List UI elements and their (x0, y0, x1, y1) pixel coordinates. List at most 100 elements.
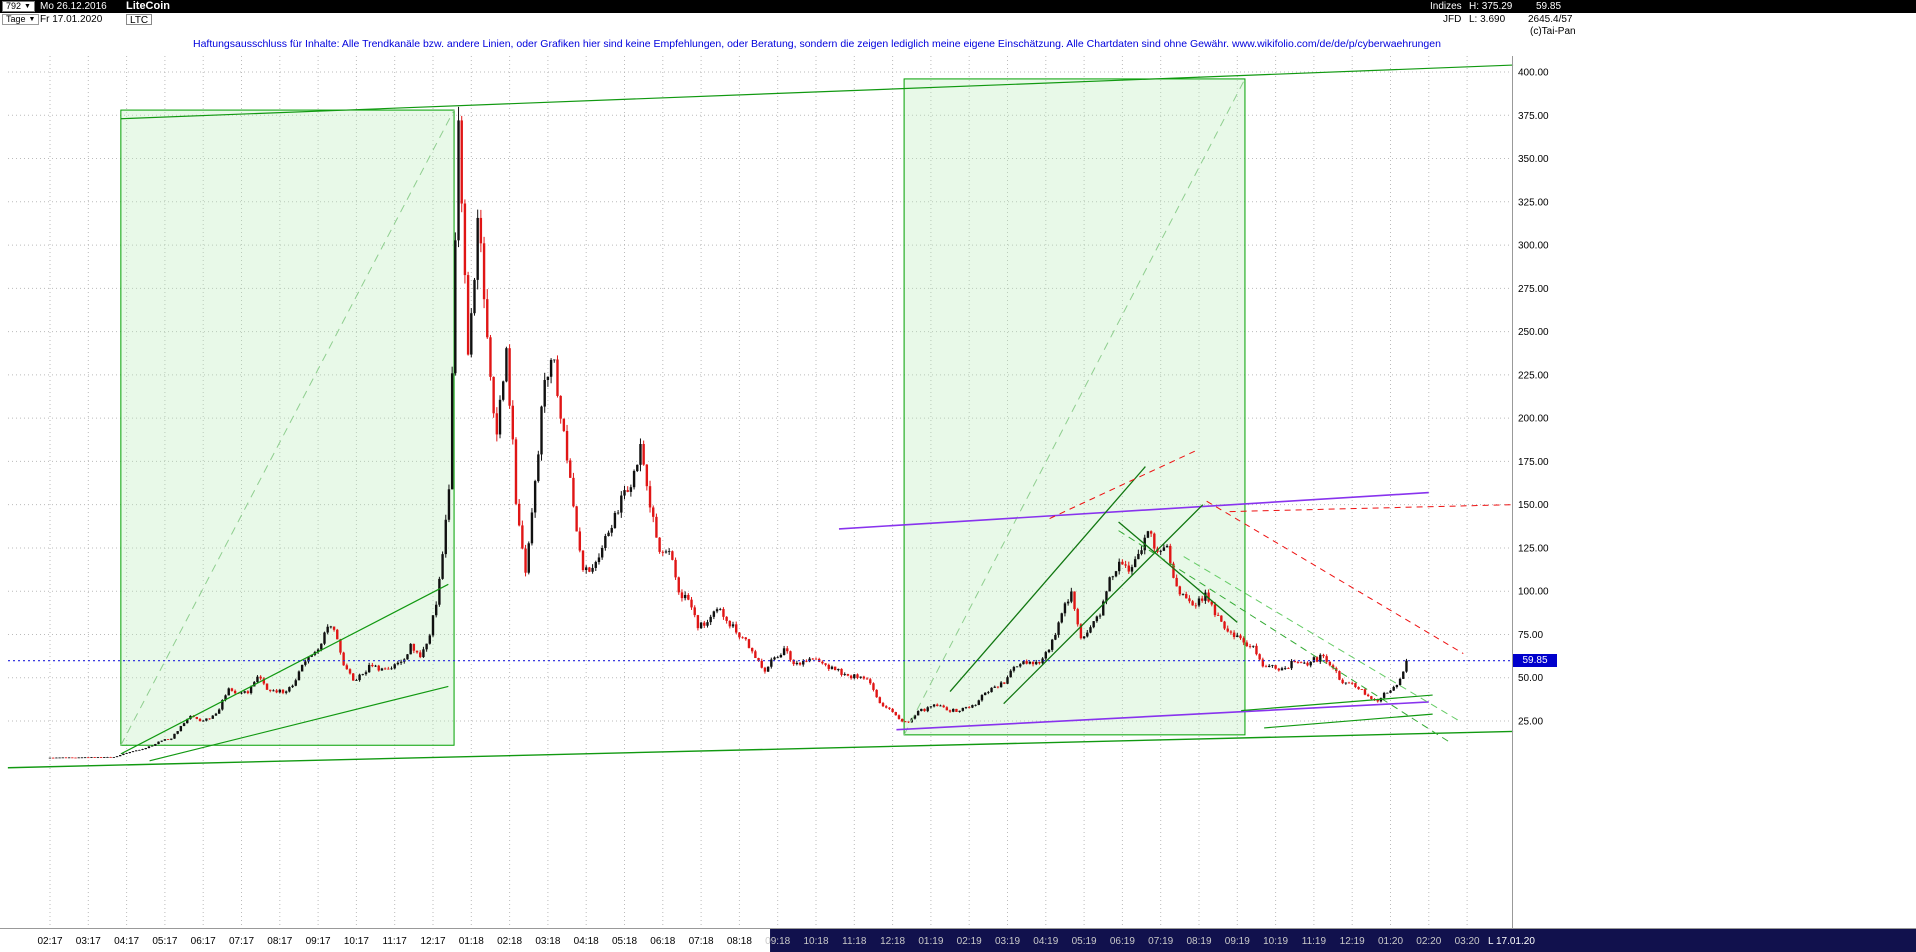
candle-body (64, 757, 68, 759)
x-axis-label: 09:17 (306, 936, 331, 947)
candle-body (875, 689, 878, 698)
candle-body (802, 660, 805, 665)
price-axis-label: 275.00 (1518, 284, 1549, 295)
candle-body (1146, 531, 1150, 538)
box-2019-diagonal[interactable] (903, 78, 1246, 736)
down-dashed-green-a[interactable] (1118, 530, 1453, 744)
candle-body (93, 757, 96, 758)
candle-body (186, 719, 189, 724)
uptrend-2017-b[interactable] (149, 685, 449, 762)
candle-body (744, 637, 747, 640)
candle-body (776, 657, 779, 659)
chevron-down-icon: ▼ (28, 16, 36, 23)
candle-body (396, 662, 400, 665)
candle-body (425, 643, 428, 650)
price-axis-label: 175.00 (1518, 457, 1549, 468)
base-rising-b[interactable] (1264, 713, 1433, 729)
candle-body (96, 757, 100, 759)
x-axis-label: 11:17 (383, 936, 408, 947)
uptrend-2019-a[interactable] (949, 466, 1146, 693)
candle-body (795, 662, 799, 665)
uptrend-2017-a[interactable] (120, 583, 449, 755)
candle-body (945, 707, 949, 711)
candle-body (361, 674, 364, 675)
candle-body (1178, 586, 1182, 595)
chart-canvas[interactable] (0, 52, 1916, 929)
x-axis-label: 02:17 (37, 936, 62, 947)
candle-body (364, 672, 368, 675)
candle-body (83, 757, 87, 759)
candle-body (147, 746, 151, 749)
candle-body (936, 704, 939, 707)
candle-body (173, 733, 176, 739)
candle-body (629, 487, 633, 492)
candle-body (320, 643, 323, 650)
candle-body (1066, 601, 1070, 604)
grid (8, 56, 1512, 928)
candle-body (581, 550, 585, 570)
candle-body (1019, 664, 1022, 667)
x-axis-label: 07:18 (689, 936, 714, 947)
candle-body (671, 551, 674, 560)
candle-body (345, 665, 349, 670)
candle-body (339, 639, 342, 653)
candle-body (380, 668, 384, 671)
long-term-support-line[interactable] (7, 730, 1514, 769)
x-axis-label: 04:18 (574, 936, 599, 947)
candle-body (1079, 624, 1083, 639)
candle-body (808, 658, 811, 662)
red-dashed-horizontal[interactable] (1229, 504, 1514, 513)
candle-body (1376, 699, 1379, 702)
candle-body (323, 632, 326, 644)
candle-body (1188, 598, 1191, 602)
candle-body (1370, 696, 1373, 699)
x-axis-label: 07:17 (229, 936, 254, 947)
candle-body (329, 626, 333, 628)
long-term-resistance-line[interactable] (120, 64, 1514, 120)
red-dashed-falling[interactable] (1206, 500, 1464, 654)
candle-body (517, 503, 521, 526)
chart-end-date: Fr 17.01.2020 (40, 14, 103, 25)
candle-body (415, 650, 419, 653)
timeframe-dropdown[interactable]: Tage ▼ (2, 14, 40, 25)
candle-body (166, 739, 170, 741)
bars-count-dropdown[interactable]: 792 ▼ (2, 1, 35, 12)
candle-body (1207, 592, 1210, 602)
candle-body (307, 656, 310, 662)
broker-label: JFD (1443, 14, 1462, 25)
candle-body (1153, 533, 1156, 549)
symbol-label: LTC (126, 14, 153, 26)
uptrend-2019-b[interactable] (1003, 504, 1204, 705)
red-dashed-rising[interactable] (1049, 450, 1196, 519)
candle-body (131, 751, 135, 753)
candle-body (916, 711, 920, 716)
x-axis-selection[interactable] (770, 929, 1916, 952)
downtrend-2019[interactable] (1118, 521, 1238, 623)
base-rising-a[interactable] (1241, 694, 1433, 712)
candle-body (1044, 652, 1047, 659)
candle-body (1274, 665, 1277, 669)
candle-body (811, 658, 815, 660)
candle-body (1095, 616, 1099, 622)
candle-body (358, 674, 361, 681)
candle-body (1121, 561, 1124, 565)
header-second-bar: Tage ▼ Fr 17.01.2020 LTC JFD L: 3.690 26… (0, 13, 1916, 26)
down-dashed-green-b[interactable] (1183, 556, 1460, 722)
violet-support-line[interactable] (896, 701, 1429, 731)
candle-body (1239, 635, 1242, 639)
candle-body (1006, 677, 1009, 684)
candle-body (348, 669, 352, 674)
candle-body (281, 689, 285, 693)
candle-body (983, 692, 987, 696)
bars-count-value: 792 (6, 1, 22, 11)
candle-body (419, 652, 422, 658)
candle-body (948, 710, 952, 712)
violet-resistance-line[interactable] (838, 491, 1429, 530)
candle-body (1255, 645, 1258, 655)
candle-body (1366, 694, 1370, 697)
candle-body (530, 512, 534, 544)
candle-body (645, 464, 649, 487)
candle-body (667, 551, 671, 553)
box-2017-diagonal[interactable] (120, 109, 455, 746)
